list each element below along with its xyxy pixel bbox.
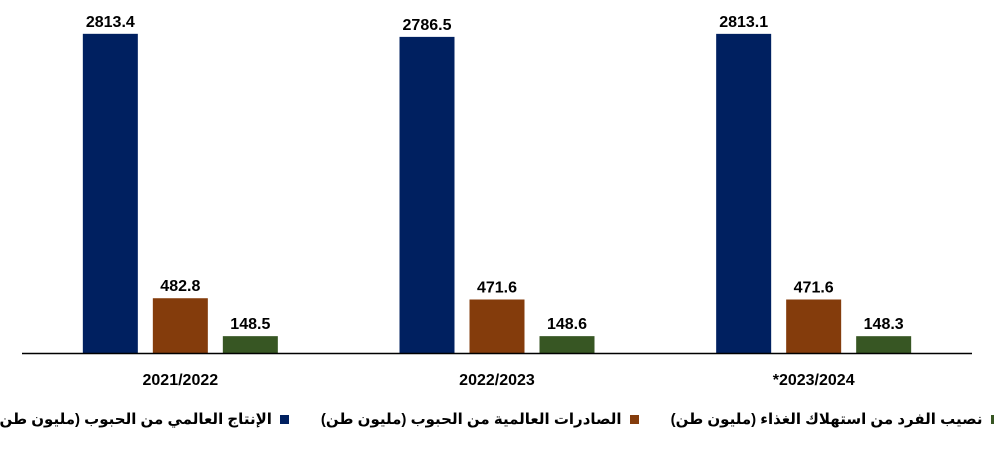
legend-swatch-exports xyxy=(629,414,639,424)
category-label-1: 2021/2022 xyxy=(143,372,219,389)
legend-item-consumption: نصيب الفرد من استهلاك الغذاء (مليون طن) xyxy=(671,410,994,428)
legend-label-consumption: نصيب الفرد من استهلاك الغذاء (مليون طن) xyxy=(670,411,983,428)
bar-consumption-2 xyxy=(539,336,595,353)
category-label-3: *2023/2024 xyxy=(773,372,855,389)
bar-production-1 xyxy=(82,33,138,354)
legend-swatch-production xyxy=(279,414,289,424)
data-label-exports-2: 471.6 xyxy=(477,279,517,296)
legend-swatch-consumption xyxy=(990,414,994,424)
bar-chart: 2813.4 482.8 148.5 2021/2022 2786.5 471.6 148.… xyxy=(22,14,972,389)
bar-consumption-3 xyxy=(856,336,912,353)
legend-label-exports: الصادرات العالمية من الحبوب (مليون طن) xyxy=(320,411,622,428)
data-label-consumption-3: 148.3 xyxy=(864,316,904,333)
category-label-2: 2022/2023 xyxy=(459,372,535,389)
data-label-exports-1: 482.8 xyxy=(160,278,200,295)
data-label-production-2: 2786.5 xyxy=(403,17,452,34)
data-label-consumption-1: 148.5 xyxy=(230,316,270,333)
data-label-production-3: 2813.1 xyxy=(719,14,768,31)
data-label-consumption-2: 148.6 xyxy=(547,316,587,333)
bar-consumption-1 xyxy=(222,336,278,353)
legend-item-exports: الصادرات العالمية من الحبوب (مليون طن) xyxy=(321,410,639,428)
legend: الإنتاج العالمي من الحبوب (مليون طن) الص… xyxy=(0,404,994,434)
bar-exports-2 xyxy=(469,299,525,353)
bar-exports-1 xyxy=(152,298,208,353)
bar-production-2 xyxy=(399,36,455,354)
bar-exports-3 xyxy=(786,299,842,353)
bar-production-3 xyxy=(716,33,772,354)
data-label-production-1: 2813.4 xyxy=(86,14,135,31)
data-label-exports-3: 471.6 xyxy=(794,279,834,296)
legend-label-production: الإنتاج العالمي من الحبوب (مليون طن) xyxy=(0,411,272,428)
legend-item-production: الإنتاج العالمي من الحبوب (مليون طن) xyxy=(0,410,289,428)
